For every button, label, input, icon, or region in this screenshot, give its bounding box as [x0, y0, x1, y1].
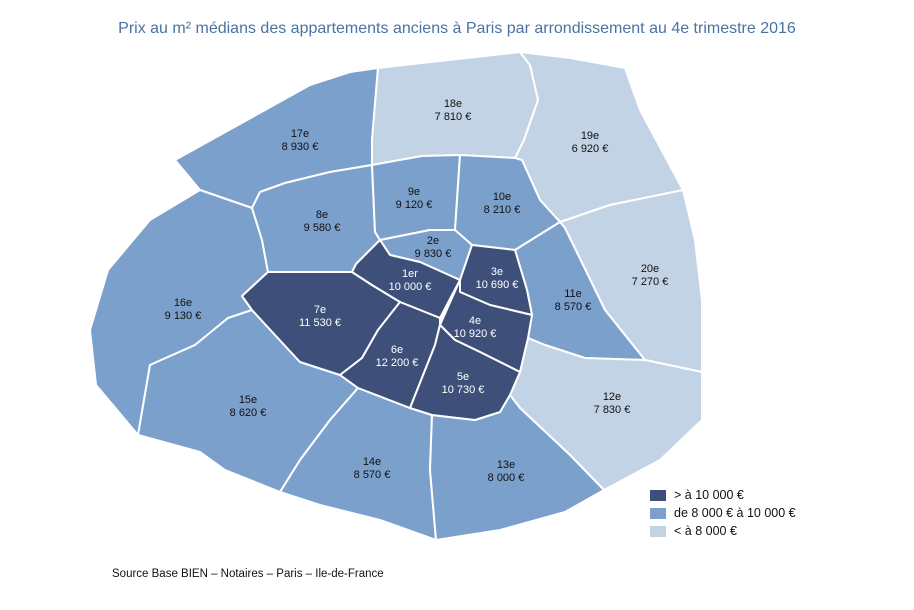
- arrondissement-13-price: 8 000 €: [488, 472, 525, 484]
- arrondissement-20-name: 20e: [641, 263, 659, 275]
- arrondissement-8-name: 8e: [316, 209, 328, 221]
- arrondissement-12-price: 7 830 €: [594, 404, 631, 416]
- arrondissement-14-price: 8 570 €: [354, 469, 391, 481]
- legend-swatch-low: [650, 525, 666, 537]
- legend-label-high: > à 10 000 €: [674, 488, 744, 502]
- arrondissement-5-price: 10 730 €: [442, 384, 485, 396]
- arrondissement-9-name: 9e: [408, 186, 420, 198]
- svg-text:8e9 580 €: 8e 9 580 €: [304, 209, 341, 234]
- arrondissement-1-price: 10 000 €: [389, 281, 432, 293]
- arrondissement-11-price: 8 570 €: [555, 301, 592, 313]
- legend-label-mid: de 8 000 € à 10 000 €: [674, 506, 796, 520]
- legend-item-low: < à 8 000 €: [650, 522, 796, 540]
- arrondissement-4-price: 10 920 €: [454, 328, 497, 340]
- arrondissement-3-price: 10 690 €: [476, 279, 519, 291]
- arrondissement-1-name: 1er: [402, 268, 418, 280]
- legend-swatch-high: [650, 489, 666, 501]
- arrondissement-5-name: 5e: [457, 371, 469, 383]
- arrondissement-18-name: 18e: [444, 98, 462, 110]
- map-title: Prix au m² médians des appartements anci…: [118, 20, 796, 37]
- arrondissement-17-price: 8 930 €: [282, 141, 319, 153]
- arrondissement-5-region[interactable]: [409, 324, 521, 421]
- arrondissement-19-price: 6 920 €: [572, 143, 609, 155]
- arrondissement-15-name: 15e: [239, 394, 257, 406]
- arrondissement-6-name: 6e: [391, 344, 403, 356]
- source-note: Source Base BIEN – Notaires – Paris – Il…: [112, 568, 384, 580]
- arrondissement-13-name: 13e: [497, 459, 515, 471]
- arrondissement-20-price: 7 270 €: [632, 276, 669, 288]
- arrondissement-6-region[interactable]: [339, 301, 441, 409]
- arrondissement-15-price: 8 620 €: [230, 407, 267, 419]
- arrondissement-17-name: 17e: [291, 128, 309, 140]
- arrondissement-2-price: 9 830 €: [415, 248, 452, 260]
- arrondissement-8-price: 9 580 €: [304, 222, 341, 234]
- arrondissement-11-name: 11e: [564, 288, 582, 300]
- arrondissement-9-price: 9 120 €: [396, 199, 433, 211]
- arrondissement-4-name: 4e: [469, 315, 481, 327]
- legend-item-high: > à 10 000 €: [650, 486, 796, 504]
- arrondissement-19-name: 19e: [581, 130, 599, 142]
- legend-swatch-mid: [650, 507, 666, 519]
- arrondissement-7-name: 7e: [314, 304, 326, 316]
- arrondissement-16-price: 9 130 €: [165, 310, 202, 322]
- arrondissement-14-name: 14e: [363, 456, 381, 468]
- arrondissement-18-price: 7 810 €: [435, 111, 472, 123]
- arrondissement-2-name: 2e: [427, 235, 439, 247]
- arrondissement-7-price: 11 530 €: [299, 317, 341, 329]
- arrondissement-3-name: 3e: [491, 266, 503, 278]
- arrondissement-12-name: 12e: [603, 391, 621, 403]
- svg-text:2e9 830 €: 2e 9 830 €: [415, 235, 452, 260]
- map-legend: > à 10 000 € de 8 000 € à 10 000 € < à 8…: [650, 486, 796, 540]
- arrondissement-6-price: 12 200 €: [376, 357, 419, 369]
- legend-item-mid: de 8 000 € à 10 000 €: [650, 504, 796, 522]
- svg-text:9e9 120 €: 9e 9 120 €: [396, 186, 433, 211]
- arrondissement-10-price: 8 210 €: [484, 204, 521, 216]
- legend-label-low: < à 8 000 €: [674, 524, 737, 538]
- arrondissement-1-region[interactable]: [351, 239, 461, 319]
- arrondissement-16-name: 16e: [174, 297, 192, 309]
- arrondissement-10-name: 10e: [493, 191, 511, 203]
